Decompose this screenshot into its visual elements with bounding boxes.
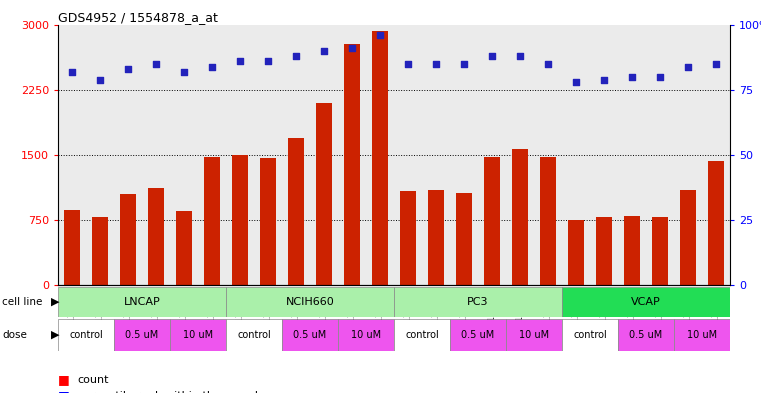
- Point: [234, 58, 246, 64]
- Bar: [568, 220, 584, 285]
- Bar: [400, 191, 416, 285]
- Point: [318, 48, 330, 54]
- Bar: [119, 194, 136, 285]
- Text: 10 uM: 10 uM: [519, 330, 549, 340]
- Bar: [288, 138, 304, 285]
- Point: [94, 77, 106, 83]
- Bar: [344, 44, 361, 285]
- Text: dose: dose: [2, 330, 27, 340]
- Bar: [562, 287, 730, 317]
- Bar: [260, 158, 276, 285]
- Text: cell line: cell line: [2, 297, 43, 307]
- Text: ■: ■: [58, 373, 70, 386]
- Bar: [540, 157, 556, 285]
- Point: [290, 53, 302, 59]
- Text: percentile rank within the sample: percentile rank within the sample: [77, 391, 265, 393]
- Bar: [450, 319, 506, 351]
- Bar: [456, 193, 473, 285]
- Text: control: control: [573, 330, 607, 340]
- Text: ■: ■: [58, 389, 70, 393]
- Bar: [506, 319, 562, 351]
- Bar: [618, 319, 674, 351]
- Bar: [428, 190, 444, 285]
- Bar: [114, 319, 170, 351]
- Point: [458, 61, 470, 67]
- Point: [122, 66, 134, 72]
- Text: 0.5 uM: 0.5 uM: [629, 330, 663, 340]
- Bar: [316, 103, 333, 285]
- Point: [542, 61, 554, 67]
- Bar: [231, 155, 248, 285]
- Bar: [282, 319, 338, 351]
- Text: count: count: [77, 375, 109, 385]
- Point: [710, 61, 722, 67]
- Point: [262, 58, 274, 64]
- Text: 10 uM: 10 uM: [351, 330, 381, 340]
- Text: PC3: PC3: [467, 297, 489, 307]
- Text: control: control: [405, 330, 439, 340]
- Text: 10 uM: 10 uM: [183, 330, 213, 340]
- Bar: [623, 216, 641, 285]
- Text: 10 uM: 10 uM: [687, 330, 717, 340]
- Bar: [204, 157, 221, 285]
- Point: [626, 74, 638, 80]
- Bar: [371, 31, 388, 285]
- Bar: [596, 217, 613, 285]
- Text: 0.5 uM: 0.5 uM: [461, 330, 495, 340]
- Point: [486, 53, 498, 59]
- Point: [598, 77, 610, 83]
- Bar: [226, 319, 282, 351]
- Bar: [674, 319, 730, 351]
- Bar: [562, 319, 618, 351]
- Bar: [394, 287, 562, 317]
- Bar: [226, 287, 394, 317]
- Bar: [148, 188, 164, 285]
- Bar: [64, 209, 81, 285]
- Bar: [651, 217, 668, 285]
- Bar: [511, 149, 528, 285]
- Text: 0.5 uM: 0.5 uM: [126, 330, 158, 340]
- Point: [682, 63, 694, 70]
- Text: ▶: ▶: [51, 330, 60, 340]
- Point: [430, 61, 442, 67]
- Point: [654, 74, 666, 80]
- Point: [150, 61, 162, 67]
- Bar: [176, 211, 193, 285]
- Text: ▶: ▶: [51, 297, 60, 307]
- Point: [374, 32, 386, 39]
- Point: [206, 63, 218, 70]
- Text: 0.5 uM: 0.5 uM: [294, 330, 326, 340]
- Bar: [483, 157, 501, 285]
- Text: GDS4952 / 1554878_a_at: GDS4952 / 1554878_a_at: [58, 11, 218, 24]
- Text: LNCAP: LNCAP: [123, 297, 161, 307]
- Bar: [58, 319, 114, 351]
- Text: control: control: [69, 330, 103, 340]
- Text: control: control: [237, 330, 271, 340]
- Point: [178, 69, 190, 75]
- Text: VCAP: VCAP: [631, 297, 661, 307]
- Point: [514, 53, 526, 59]
- Point: [570, 79, 582, 85]
- Bar: [170, 319, 226, 351]
- Point: [402, 61, 414, 67]
- Point: [66, 69, 78, 75]
- Text: NCIH660: NCIH660: [285, 297, 334, 307]
- Bar: [708, 161, 724, 285]
- Bar: [58, 287, 226, 317]
- Bar: [394, 319, 450, 351]
- Bar: [91, 217, 108, 285]
- Point: [346, 45, 358, 51]
- Bar: [680, 190, 696, 285]
- Bar: [338, 319, 394, 351]
